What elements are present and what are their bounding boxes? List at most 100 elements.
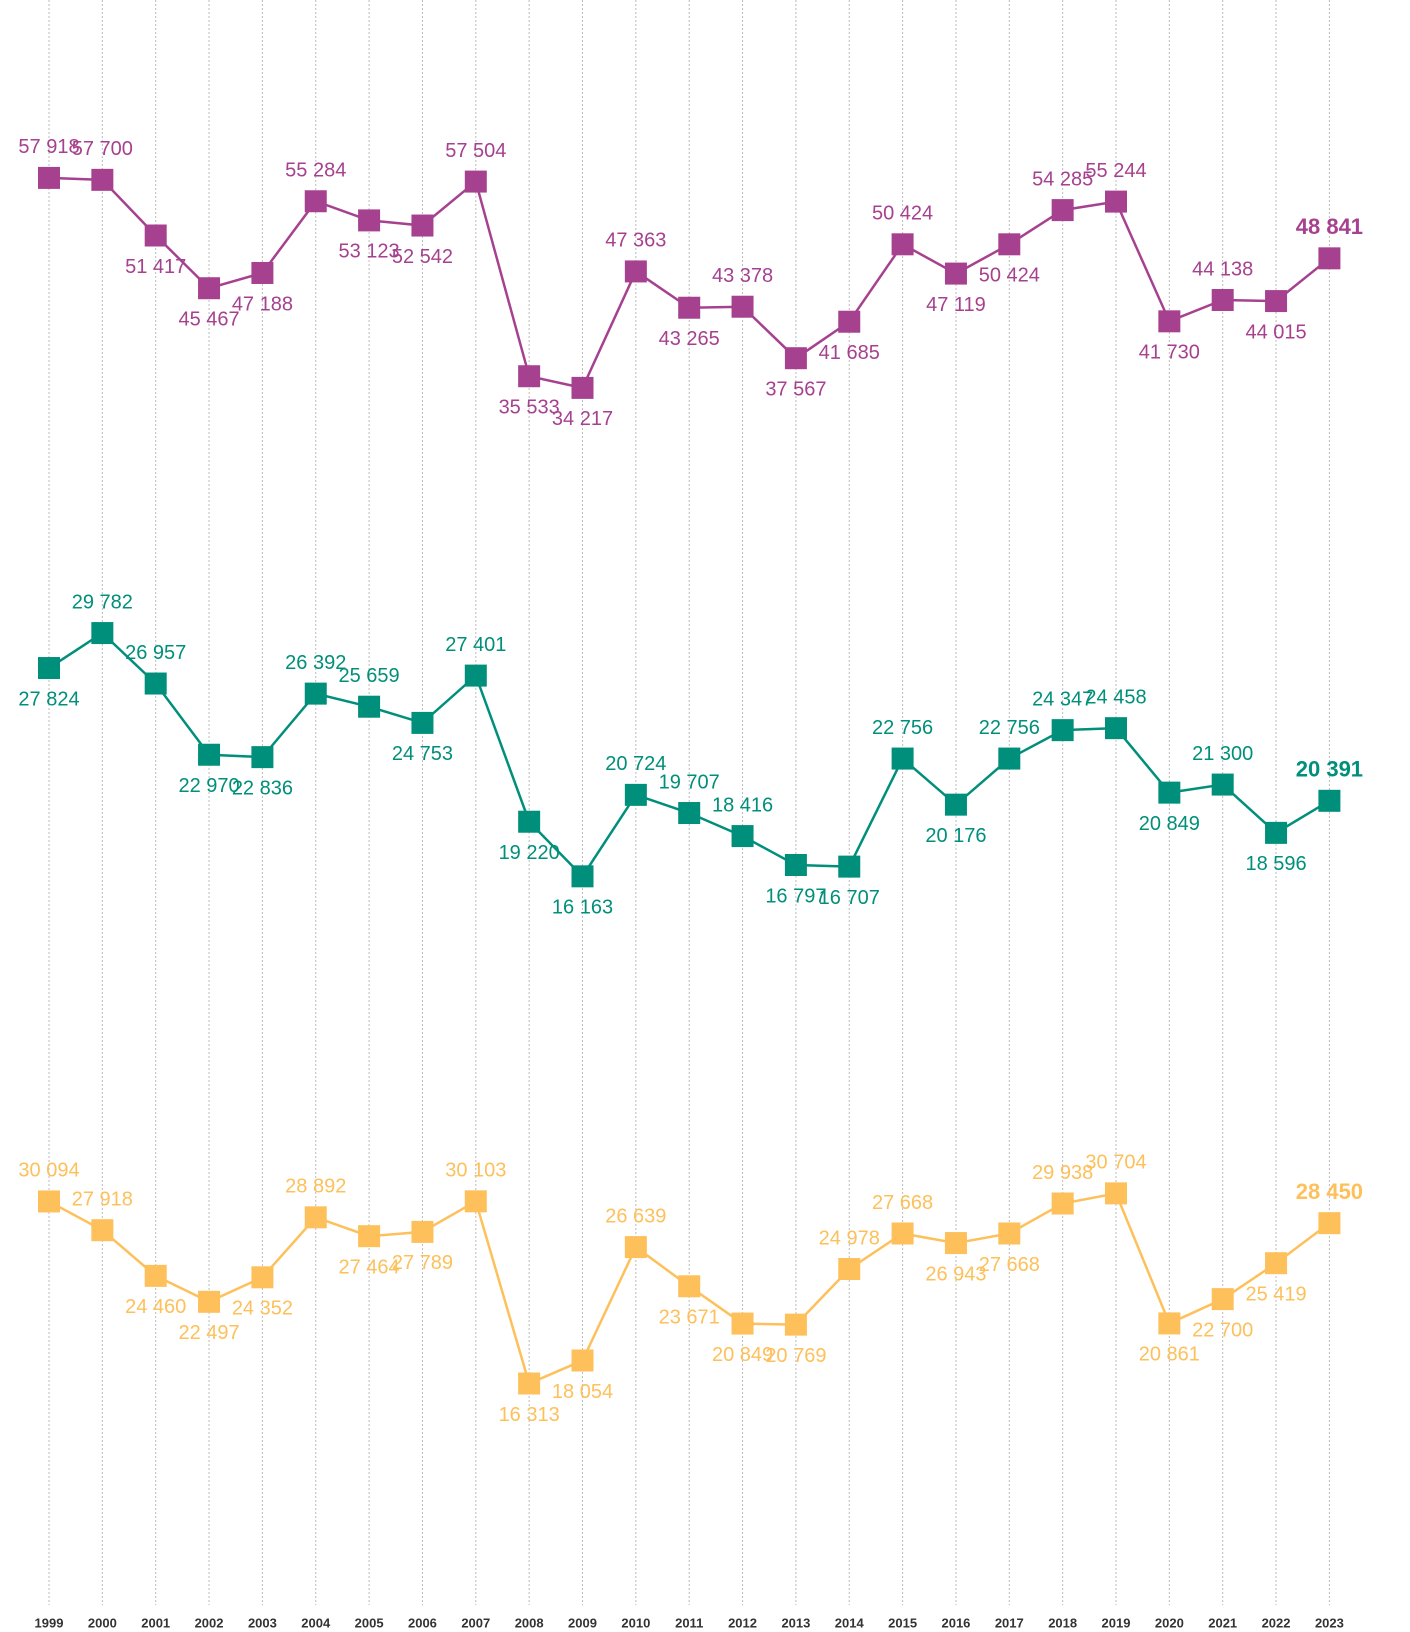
data-label: 16 797	[765, 885, 826, 907]
marker	[1105, 717, 1127, 740]
marker	[891, 747, 914, 770]
data-label: 20 849	[712, 1344, 773, 1366]
data-label: 22 756	[979, 717, 1040, 739]
data-label: 16 313	[499, 1404, 560, 1426]
data-label: 29 938	[1032, 1162, 1093, 1184]
data-label: 26 639	[605, 1205, 666, 1227]
marker	[838, 310, 861, 333]
data-label: 57 918	[18, 136, 79, 158]
x-tick-label: 2021	[1208, 1615, 1237, 1630]
data-label: 25 659	[339, 665, 400, 687]
data-label: 25 419	[1245, 1283, 1306, 1305]
data-label: 19 220	[499, 842, 560, 864]
x-tick-label: 2001	[141, 1615, 170, 1630]
marker	[518, 365, 541, 388]
data-label: 18 054	[552, 1381, 613, 1403]
marker	[731, 295, 754, 318]
marker	[144, 672, 167, 695]
data-label: 20 769	[765, 1345, 826, 1367]
marker	[411, 214, 434, 237]
data-label: 52 542	[392, 246, 453, 268]
marker	[1265, 1252, 1288, 1275]
marker	[304, 682, 327, 705]
data-label: 29 782	[72, 591, 133, 613]
marker	[678, 296, 701, 319]
marker	[1318, 1212, 1341, 1235]
x-tick-label: 2010	[621, 1615, 650, 1630]
x-tick-label: 2000	[88, 1615, 117, 1630]
data-label: 34 217	[552, 408, 613, 430]
data-label: 50 424	[979, 265, 1040, 287]
data-label: 57 504	[445, 140, 506, 162]
data-label: 28 450	[1296, 1179, 1363, 1204]
marker	[144, 1264, 167, 1287]
data-label: 18 596	[1245, 853, 1306, 875]
marker	[838, 1258, 861, 1281]
data-label: 26 957	[125, 642, 186, 664]
x-tick-label: 2004	[301, 1615, 331, 1630]
marker	[198, 1290, 221, 1313]
marker	[91, 168, 114, 191]
x-tick-label: 1999	[35, 1615, 64, 1630]
marker	[411, 711, 434, 734]
data-label: 57 700	[72, 138, 133, 160]
data-label: 54 285	[1032, 168, 1093, 190]
marker	[464, 1190, 487, 1213]
data-label: 48 841	[1296, 214, 1363, 239]
data-label: 22 700	[1192, 1319, 1253, 1341]
marker	[1265, 821, 1288, 844]
marker	[784, 854, 807, 877]
data-label: 35 533	[499, 397, 560, 419]
marker	[144, 224, 167, 247]
marker	[411, 1220, 434, 1243]
marker	[731, 825, 754, 848]
marker	[571, 1349, 594, 1372]
data-label: 27 824	[18, 688, 79, 710]
marker	[464, 664, 487, 687]
marker	[838, 855, 861, 878]
data-label: 28 892	[285, 1176, 346, 1198]
data-label: 16 163	[552, 897, 613, 919]
marker	[1051, 719, 1074, 742]
marker	[1158, 310, 1181, 333]
x-tick-label: 2022	[1262, 1615, 1291, 1630]
marker	[198, 277, 221, 300]
data-label: 47 188	[232, 293, 293, 315]
data-label: 18 416	[712, 794, 773, 816]
data-label: 55 244	[1085, 160, 1146, 182]
marker	[571, 865, 594, 888]
marker	[998, 1222, 1021, 1245]
x-tick-label: 2013	[781, 1615, 810, 1630]
x-tick-label: 2017	[995, 1615, 1024, 1630]
x-tick-label: 2006	[408, 1615, 437, 1630]
marker	[38, 1190, 60, 1213]
x-tick-label: 2015	[888, 1615, 917, 1630]
data-label: 22 836	[232, 777, 293, 799]
data-label: 27 464	[339, 1256, 400, 1278]
data-label: 22 497	[178, 1322, 239, 1344]
marker	[1318, 789, 1341, 812]
x-tick-label: 2005	[355, 1615, 384, 1630]
marker	[464, 170, 487, 193]
marker	[91, 1219, 114, 1242]
marker	[304, 190, 327, 213]
data-label: 27 668	[872, 1192, 933, 1214]
data-label: 50 424	[872, 203, 933, 225]
marker	[571, 376, 594, 399]
data-label: 27 668	[979, 1254, 1040, 1276]
data-label: 24 978	[819, 1227, 880, 1249]
marker	[678, 1275, 701, 1298]
marker	[784, 347, 807, 370]
data-label: 24 347	[1032, 688, 1093, 710]
marker	[251, 746, 274, 769]
data-label: 47 363	[605, 230, 666, 252]
marker	[1051, 199, 1074, 222]
marker	[38, 166, 60, 189]
marker	[518, 810, 541, 833]
x-tick-label: 2007	[461, 1615, 490, 1630]
marker	[1265, 290, 1288, 313]
marker	[518, 1372, 541, 1395]
data-label: 16 707	[819, 887, 880, 909]
data-label: 19 707	[659, 771, 720, 793]
